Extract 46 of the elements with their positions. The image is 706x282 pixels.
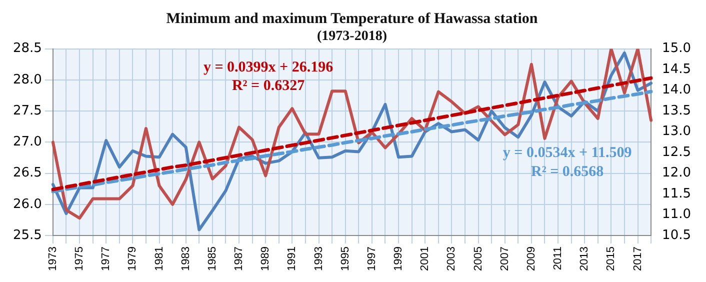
y-tick-label: 28.0 (12, 72, 42, 88)
x-tick-label: 1983 (180, 246, 192, 272)
y2-tick-label: 13.0 (662, 124, 692, 140)
x-tick-label: 1987 (233, 246, 246, 272)
y2-tick-label: 11.5 (662, 186, 692, 202)
x-tick-label: 2003 (446, 246, 458, 272)
x-tick-label: 2001 (419, 246, 432, 272)
annotation: y = 0.0399x + 26.196 (203, 59, 334, 76)
y2-tick-label: 15.0 (662, 41, 692, 56)
x-tick-label: 1973 (46, 246, 59, 272)
x-tick-label: 1985 (206, 246, 218, 272)
x-tick-label: 1975 (74, 246, 86, 272)
annotation: R² = 0.6327 (232, 78, 306, 94)
chart-subtitle: (1973-2018) (317, 29, 388, 44)
x-tick-label: 1997 (366, 246, 378, 272)
y2-tick-label: 14.5 (662, 62, 692, 77)
x-tick-label: 2009 (525, 246, 538, 272)
x-tick-label: 1981 (153, 246, 166, 272)
x-tick-label: 2007 (498, 246, 511, 272)
x-tick-label: 1979 (126, 246, 139, 272)
x-tick-label: 2011 (552, 246, 564, 270)
x-tick-label: 2013 (578, 246, 591, 272)
y2-tick-label: 11.0 (662, 207, 692, 222)
annotation: R² = 0.6568 (531, 164, 604, 180)
chart-title: Minimum and maximum Temperature of Hawassa station (166, 10, 538, 27)
x-tick-label: 2015 (605, 246, 618, 272)
x-tick-label: 1999 (392, 246, 405, 272)
y2-tick-label: 14.0 (662, 82, 692, 98)
y2-tick-label: 12.5 (662, 144, 692, 160)
y-tick-label: 25.5 (12, 228, 42, 243)
annotation: y = 0.0534x + 11.509 (502, 145, 632, 162)
x-tick-label: 2017 (632, 246, 644, 272)
x-tick-label: 1989 (260, 246, 272, 272)
x-tick-label: 1995 (339, 246, 352, 272)
y-tick-label: 26.5 (12, 166, 42, 181)
y2-tick-label: 10.5 (662, 228, 692, 243)
x-tick-label: 1993 (312, 246, 325, 272)
y2-tick-label: 12.0 (662, 166, 692, 181)
y-tick-label: 27.5 (12, 103, 42, 118)
y-tick-label: 27.0 (12, 134, 42, 150)
y-tick-label: 28.5 (12, 41, 42, 56)
x-tick-label: 1977 (100, 246, 112, 272)
x-tick-label: 1991 (286, 246, 298, 272)
x-tick-label: 2005 (472, 246, 484, 272)
y2-tick-label: 13.5 (662, 103, 692, 118)
y-tick-label: 26.0 (12, 196, 42, 212)
